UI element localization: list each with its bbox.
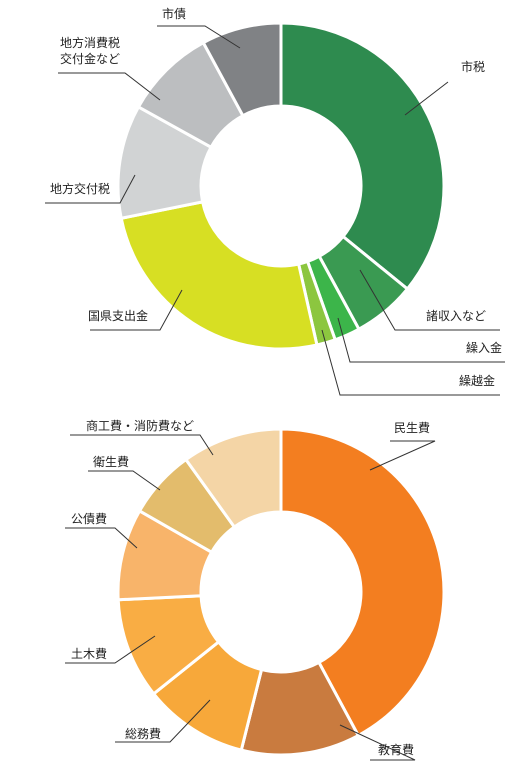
leader-line [359, 269, 500, 331]
leader-line [404, 81, 449, 116]
slice-name-label: 地方交付税 [50, 181, 110, 196]
donut-slice [201, 21, 283, 118]
leader-line [369, 440, 436, 471]
leader-line [65, 635, 156, 664]
donut-slice [279, 427, 446, 738]
slice-name-label: 国県支出金 [88, 308, 148, 323]
leader-line [157, 25, 241, 49]
donut-slice [183, 427, 283, 530]
leader-line [339, 724, 416, 761]
leader-line [90, 289, 183, 331]
slice-name-label: 衛生費 [93, 454, 129, 469]
slice-name-label: 諸収入など [426, 308, 486, 323]
slice-name-label: 民生費 [394, 420, 430, 435]
leader-line [70, 434, 214, 456]
slice-name-label: 市債 [162, 6, 186, 21]
slice-name-label: 公債費 [71, 511, 107, 526]
leader-line [65, 527, 138, 549]
slice-name-line: 地方消費税 [60, 35, 120, 50]
slice-name-label: 市税 [461, 59, 485, 74]
slice-name-label: 教育費 [378, 742, 414, 757]
slice-name-label: 土木費 [71, 646, 107, 661]
donut-slice [119, 200, 319, 351]
leader-line [337, 317, 505, 363]
donut-slice [279, 21, 446, 292]
slice-name-label: 繰越金 [459, 373, 495, 388]
slice-name-label: 総務費 [125, 726, 161, 741]
slice-name-label: 繰入金 [466, 340, 502, 355]
leader-line [45, 174, 136, 204]
slice-name-line: 交付金など [60, 51, 120, 66]
slice-name-label: 地方消費税交付金など [60, 35, 120, 66]
leader-line [321, 329, 500, 396]
leader-line [58, 72, 161, 101]
slice-name-label: 商工費・消防費など [86, 418, 194, 433]
leader-line [88, 470, 161, 491]
leader-line [115, 699, 211, 743]
